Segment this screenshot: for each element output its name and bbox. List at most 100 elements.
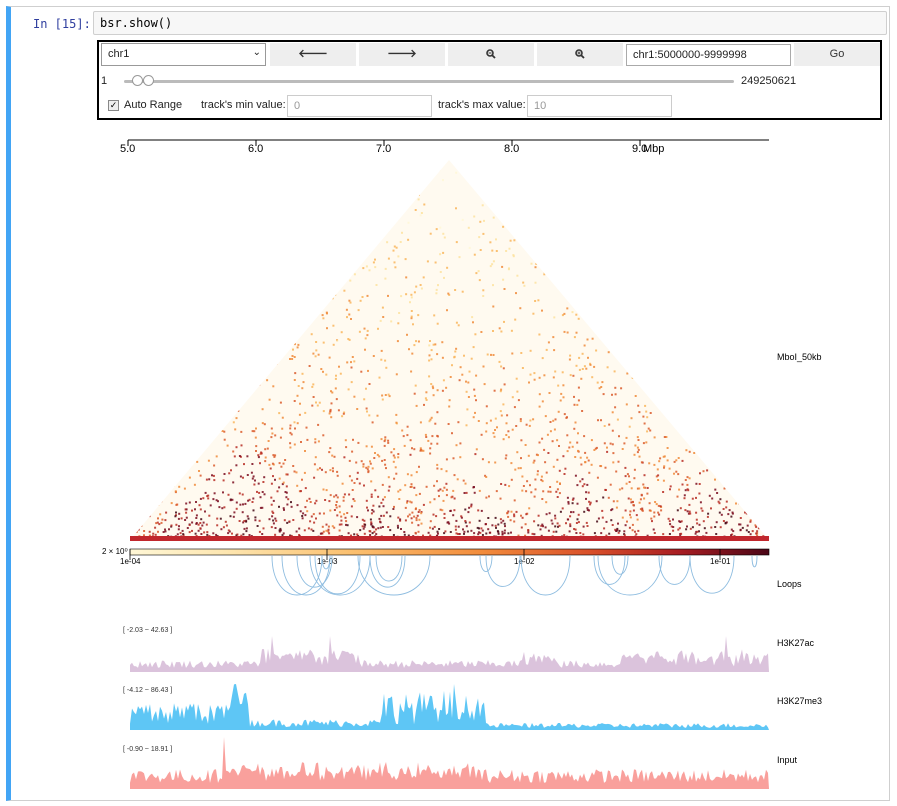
hic-contact-dot	[193, 198, 196, 201]
hic-contact-dot	[291, 258, 294, 261]
hic-contact-dot	[357, 246, 360, 249]
hic-contact-dot	[586, 265, 589, 268]
hic-contact-dot	[448, 399, 451, 402]
hic-contact-dot	[162, 453, 165, 456]
hic-contact-dot	[243, 527, 246, 530]
hic-contact-dot	[458, 256, 461, 259]
hic-contact-dot	[648, 209, 651, 212]
hic-contact-dot	[378, 213, 381, 216]
region-slider[interactable]	[124, 80, 734, 83]
hic-contact-dot	[241, 511, 244, 514]
hic-contact-dot	[143, 482, 146, 485]
hic-contact-dot	[671, 398, 674, 401]
hic-contact-dot	[222, 371, 224, 374]
hic-contact-dot	[603, 425, 606, 427]
hic-contact-dot	[282, 321, 285, 324]
hic-contact-dot	[318, 197, 321, 200]
hic-contact-dot	[383, 190, 386, 192]
hic-contact-dot	[685, 351, 688, 354]
hic-contact-dot	[714, 232, 717, 235]
hic-contact-dot	[331, 454, 334, 457]
min-value-input[interactable]: 0	[287, 95, 432, 117]
slider-start-handle[interactable]	[132, 75, 143, 86]
hic-contact-dot	[177, 287, 180, 290]
hic-contact-dot	[678, 324, 681, 327]
hic-contact-dot	[630, 178, 633, 181]
hic-contact-dot	[537, 299, 540, 302]
hic-contact-dot	[306, 277, 309, 280]
hic-contact-dot	[329, 509, 332, 512]
hic-contact-dot	[361, 246, 364, 249]
hic-contact-dot	[576, 518, 579, 521]
hic-contact-dot	[170, 414, 173, 417]
hic-contact-dot	[360, 460, 363, 463]
hic-contact-dot	[563, 534, 566, 537]
slider-end-handle[interactable]	[143, 75, 154, 86]
hic-contact-dot	[523, 284, 526, 287]
go-button[interactable]: Go	[794, 43, 880, 66]
hic-contact-dot	[569, 237, 572, 240]
hic-contact-dot	[656, 468, 659, 471]
auto-range-checkbox[interactable]: ✓	[108, 100, 119, 111]
hic-contact-dot	[662, 491, 665, 493]
hic-contact-dot	[237, 409, 240, 412]
hic-contact-dot	[166, 278, 169, 281]
zoom-out-button[interactable]	[448, 43, 534, 66]
hic-contact-dot	[339, 372, 342, 375]
hic-contact-dot	[752, 470, 755, 473]
hic-contact-dot	[494, 516, 497, 519]
hic-contact-dot	[260, 369, 263, 372]
hic-contact-dot	[627, 326, 630, 329]
hic-contact-dot	[251, 501, 254, 503]
hic-contact-dot	[397, 526, 399, 529]
max-value-input[interactable]: 10	[527, 95, 672, 117]
hic-contact-dot	[359, 196, 362, 199]
hic-contact-dot	[329, 410, 332, 413]
hic-contact-dot	[717, 386, 719, 389]
hic-contact-dot	[745, 484, 748, 487]
hic-contact-dot	[182, 534, 185, 537]
hic-contact-dot	[572, 374, 575, 377]
hic-contact-dot	[390, 320, 393, 323]
hic-contact-dot	[216, 517, 219, 520]
hic-contact-dot	[521, 489, 524, 492]
code-input-area[interactable]: bsr.show()	[93, 11, 887, 35]
hic-contact-dot	[274, 434, 277, 437]
hic-contact-dot	[741, 232, 744, 235]
hic-contact-dot	[671, 366, 673, 369]
hic-contact-dot	[761, 425, 764, 428]
hic-contact-dot	[690, 393, 693, 396]
chrom-select[interactable]: chr1 ⌄	[101, 43, 266, 66]
hic-contact-dot	[714, 478, 716, 481]
hic-contact-dot	[707, 512, 710, 515]
hic-contact-dot	[255, 427, 257, 430]
hic-contact-dot	[154, 419, 157, 422]
hic-contact-dot	[719, 498, 722, 501]
hic-contact-dot	[616, 200, 619, 203]
hic-contact-dot	[529, 484, 531, 487]
back-button[interactable]: 🡐	[270, 43, 356, 66]
hic-contact-dot	[529, 419, 532, 422]
hic-contact-dot	[381, 306, 384, 309]
hic-contact-dot	[267, 309, 270, 312]
hic-contact-dot	[166, 442, 169, 445]
hic-contact-dot	[451, 364, 453, 367]
hic-contact-dot	[312, 529, 315, 532]
hic-contact-dot	[197, 306, 200, 309]
hic-contact-dot	[504, 457, 507, 460]
hic-contact-dot	[181, 234, 183, 237]
hic-contact-dot	[170, 177, 172, 180]
hic-contact-dot	[638, 501, 641, 504]
hic-contact-dot	[547, 529, 550, 532]
hic-contact-dot	[337, 409, 340, 412]
region-input[interactable]: chr1:5000000-9999998	[626, 44, 791, 66]
forward-button[interactable]: 🡒	[359, 43, 445, 66]
hic-contact-dot	[274, 478, 276, 481]
zoom-in-button[interactable]	[537, 43, 623, 66]
hic-contact-dot	[728, 328, 731, 331]
hic-contact-dot	[221, 406, 224, 409]
hic-contact-dot	[429, 452, 432, 455]
hic-contact-dot	[393, 456, 396, 459]
hic-contact-dot	[333, 509, 336, 511]
hic-contact-dot	[278, 477, 281, 480]
